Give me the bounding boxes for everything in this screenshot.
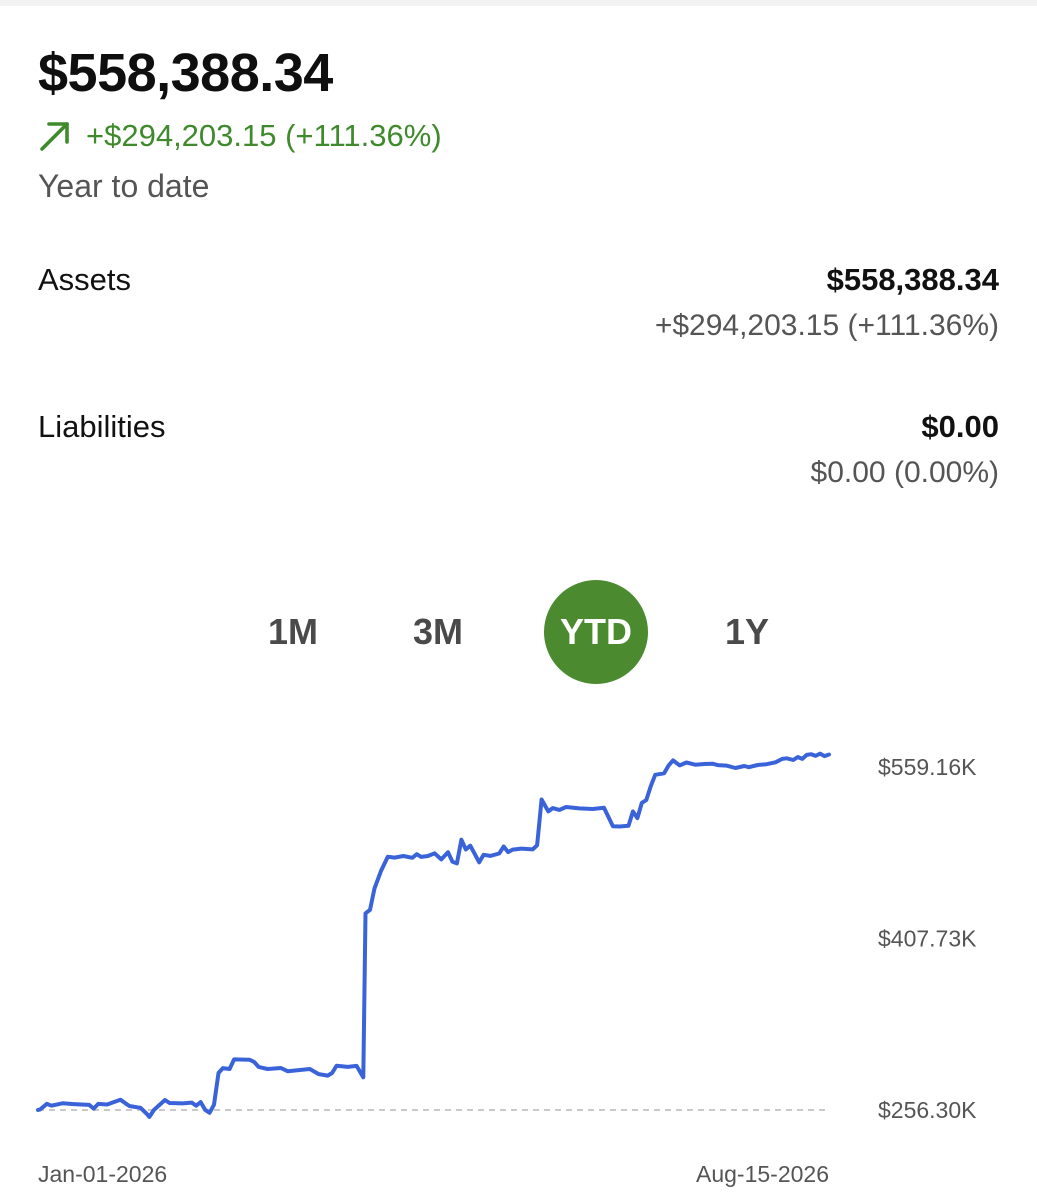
range-tab-ytd[interactable]: YTD	[544, 580, 648, 684]
assets-label: Assets	[38, 262, 132, 297]
assets-value: $558,388.34	[826, 262, 999, 297]
range-tab-3m[interactable]: 3M	[412, 611, 463, 652]
net-worth-total: $558,388.34	[38, 43, 333, 103]
range-tab-1y[interactable]: 1Y	[724, 611, 770, 652]
y-tick-label: $559.16K	[878, 754, 977, 780]
net-worth-change: +$294,203.15 (+111.36%)	[38, 118, 442, 154]
range-selector: 1M 3M YTD 1Y	[0, 580, 1037, 684]
series-line	[36, 751, 831, 1119]
net-worth-change-text: +$294,203.15 (+111.36%)	[86, 118, 442, 153]
liabilities-change: $0.00 (0.00%)	[810, 456, 999, 489]
y-tick-label: $407.73K	[878, 926, 977, 952]
x-label-end: Aug-15-2026	[696, 1161, 829, 1187]
top-divider	[0, 0, 1037, 6]
range-tab-1m[interactable]: 1M	[267, 611, 318, 652]
arrow-up-right-icon	[40, 122, 69, 151]
period-label: Year to date	[38, 168, 210, 204]
y-tick-label: $256.30K	[878, 1097, 977, 1123]
x-label-start: Jan-01-2026	[38, 1161, 167, 1187]
net-worth-chart: $256.30K $407.73K $559.16K Jan-01-2026 Aug…	[36, 751, 977, 1187]
liabilities-label: Liabilities	[38, 409, 166, 444]
assets-change: +$294,203.15 (+111.36%)	[654, 309, 999, 342]
liabilities-value: $0.00	[921, 409, 999, 444]
